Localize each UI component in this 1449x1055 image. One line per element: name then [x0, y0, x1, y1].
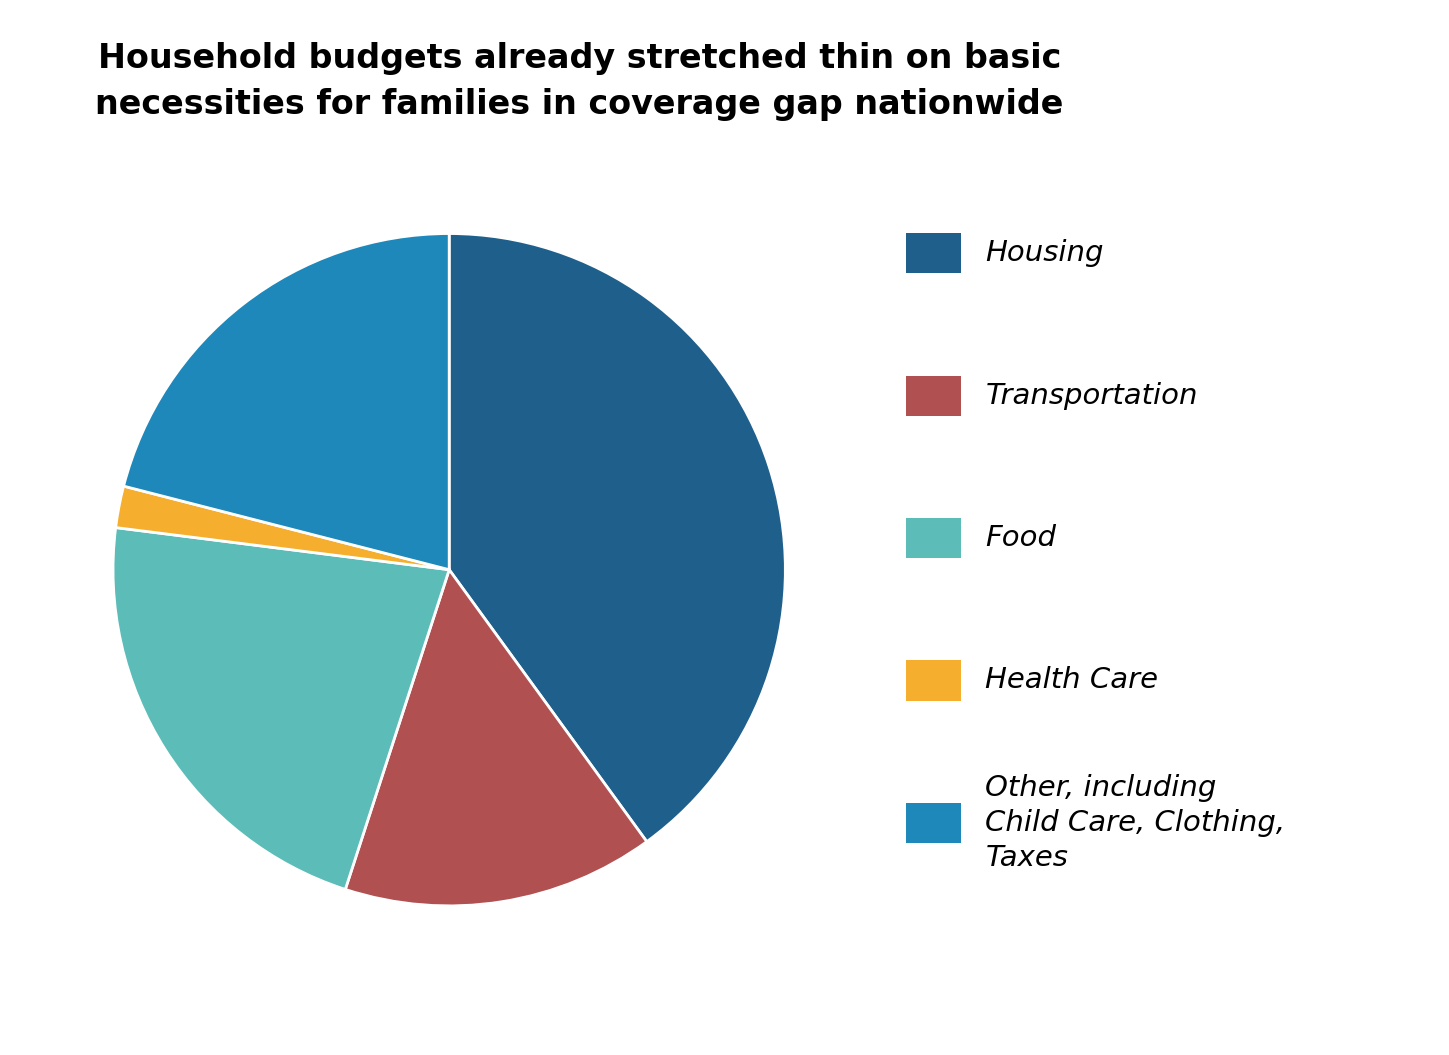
Text: Food: Food: [985, 524, 1056, 552]
Text: Housing: Housing: [985, 239, 1104, 267]
Wedge shape: [123, 233, 449, 570]
Wedge shape: [345, 570, 646, 906]
Text: Household budgets already stretched thin on basic
necessities for families in co: Household budgets already stretched thin…: [96, 42, 1064, 121]
Wedge shape: [116, 486, 449, 570]
Wedge shape: [449, 233, 785, 842]
Wedge shape: [113, 528, 449, 889]
Text: Health Care: Health Care: [985, 667, 1158, 694]
Text: Other, including
Child Care, Clothing,
Taxes: Other, including Child Care, Clothing, T…: [985, 774, 1285, 871]
Text: Transportation: Transportation: [985, 382, 1198, 409]
